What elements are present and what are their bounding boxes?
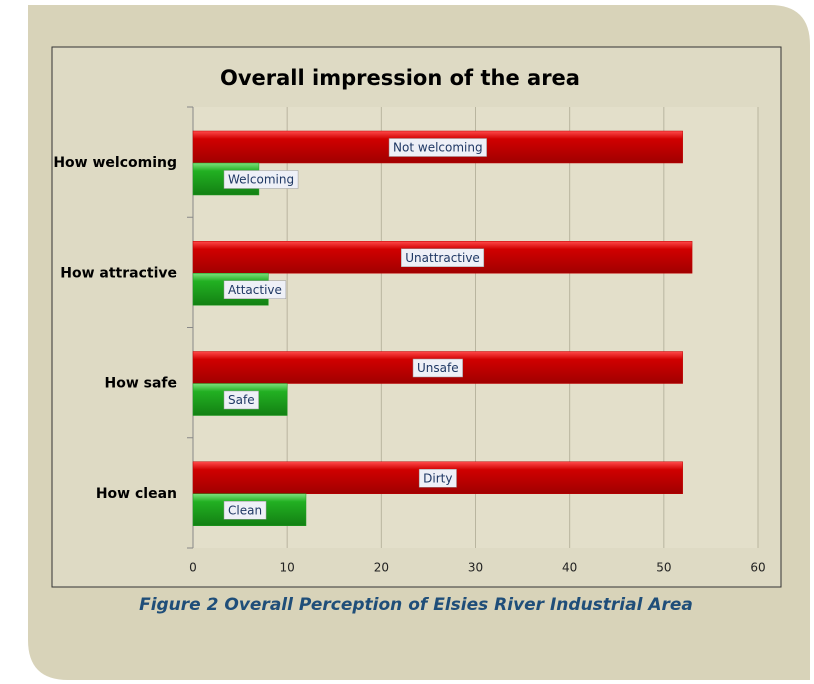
chart-title: Overall impression of the area (220, 66, 580, 90)
bar-label-box (223, 390, 259, 410)
x-tick-label: 0 (189, 561, 197, 575)
x-tick-label: 10 (280, 561, 295, 575)
caption: Figure 2 Overall Perception of Elsies Ri… (139, 595, 693, 615)
y-tick-label: How attractive (60, 265, 177, 281)
bar-label-box (223, 501, 267, 520)
bar-label: Safe (228, 393, 255, 407)
bar-label-box (418, 469, 457, 488)
bar-label: Attactive (228, 283, 282, 297)
x-tick-label: 30 (468, 561, 483, 575)
x-tick-label: 60 (750, 561, 765, 575)
bar-label-box (388, 138, 487, 157)
bar-label-box (401, 248, 485, 267)
bar-label: Unattractive (405, 251, 480, 265)
y-tick-label: How safe (104, 376, 177, 392)
bar-label-box (223, 280, 287, 299)
y-tick-label: How clean (96, 486, 177, 502)
bar-label: Not welcoming (393, 141, 483, 155)
y-tick-label: How welcoming (53, 155, 177, 171)
plot: 0 10 20 30 40 50 60 How welcoming Not welcoming W… (53, 106, 766, 575)
bar-label: Welcoming (228, 173, 294, 187)
bar-label-box (223, 170, 299, 189)
bar-label-box (412, 358, 463, 378)
bar-label: Dirty (423, 471, 452, 485)
bar-label: Clean (228, 503, 262, 517)
x-tick-label: 20 (374, 561, 389, 575)
x-tick-label: 40 (562, 561, 577, 575)
bar-label: Unsafe (417, 361, 459, 375)
x-tick-label: 50 (656, 561, 671, 575)
